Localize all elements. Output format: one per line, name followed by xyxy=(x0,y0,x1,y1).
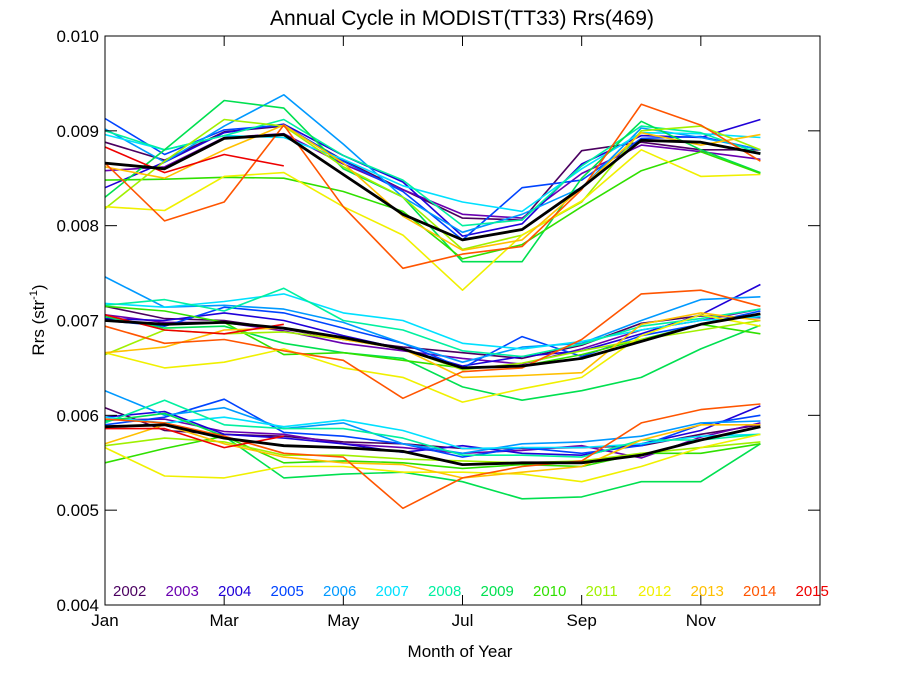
series-line-2014-band-2 xyxy=(104,289,761,400)
series-line-2013-band-3 xyxy=(104,424,761,479)
x-tick-label: Mar xyxy=(210,611,240,630)
y-axis-label-close: ) xyxy=(29,284,48,290)
series-line-2015-band-1 xyxy=(104,146,284,174)
series-line-2007-band-2 xyxy=(104,293,761,350)
y-tick-label: 0.007 xyxy=(56,312,99,331)
series-line-mean-band-1 xyxy=(104,133,761,242)
y-tick-label: 0.010 xyxy=(56,27,99,46)
legend-entry-2006: 2006 xyxy=(323,583,356,600)
series-line-2007-band-3 xyxy=(104,416,761,450)
y-axis-label: Rrs (str-1) xyxy=(28,284,48,355)
y-tick-label: 0.004 xyxy=(56,596,99,615)
y-tick-label: 0.005 xyxy=(56,501,99,520)
series-line-2008-band-1 xyxy=(104,118,761,227)
series-line-2009-band-3 xyxy=(104,412,761,500)
legend-entry-2013: 2013 xyxy=(691,583,724,600)
x-axis-label: Month of Year xyxy=(408,642,513,661)
legend-entry-2009: 2009 xyxy=(481,583,514,600)
series-line-2012-band-1 xyxy=(104,149,761,291)
legend-entry-2004: 2004 xyxy=(218,583,251,600)
x-tick-label: Nov xyxy=(686,611,717,630)
y-axis-label-main: Rrs (str xyxy=(29,300,48,356)
series-line-2009-band-2 xyxy=(104,315,761,401)
legend-entry-2014: 2014 xyxy=(743,583,776,600)
series-line-2014-band-3 xyxy=(104,403,761,510)
legend-entry-2015: 2015 xyxy=(796,583,829,600)
legend-entry-2010: 2010 xyxy=(533,583,566,600)
axis-ticks: Jan Mar May Jul Sep Nov 0.004 0.005 0.006 0.007 0.… xyxy=(56,27,820,630)
x-tick-label: May xyxy=(327,611,360,630)
series-line-2009-band-1 xyxy=(104,99,761,263)
legend-entry-2003: 2003 xyxy=(166,583,199,600)
legend-entry-2008: 2008 xyxy=(428,583,461,600)
series-line-2006-band-3 xyxy=(104,389,761,455)
series-line-2006-band-2 xyxy=(104,276,761,363)
series-line-2004-band-2 xyxy=(104,283,761,367)
series-line-2014-band-1 xyxy=(104,103,761,270)
legend: 2002 2003 2004 2005 2006 2007 2008 2009 2010 2011… xyxy=(113,583,829,600)
series-line-2013-band-1 xyxy=(104,124,761,252)
series-line-2008-band-2 xyxy=(104,287,761,358)
y-tick-label: 0.008 xyxy=(56,217,99,236)
x-tick-label: Jul xyxy=(452,611,474,630)
series-line-2008-band-3 xyxy=(104,399,761,458)
plot-lines xyxy=(104,94,761,510)
legend-entry-2005: 2005 xyxy=(271,583,304,600)
series-line-2012-band-3 xyxy=(104,433,761,483)
chart-title: Annual Cycle in MODIST(TT33) Rrs(469) xyxy=(270,7,654,30)
series-line-2005-band-1 xyxy=(104,117,761,241)
y-tick-label: 0.009 xyxy=(56,122,99,141)
x-tick-label: Sep xyxy=(567,611,597,630)
series-line-2010-band-2 xyxy=(104,305,761,369)
legend-entry-2011: 2011 xyxy=(586,583,618,600)
series-line-mean-band-2 xyxy=(104,312,761,370)
series-line-2012-band-2 xyxy=(104,314,761,403)
y-tick-label: 0.006 xyxy=(56,406,99,425)
legend-entry-2007: 2007 xyxy=(376,583,409,600)
legend-entry-2012: 2012 xyxy=(638,583,671,600)
legend-entry-2002: 2002 xyxy=(113,583,146,600)
series-line-mean-band-3 xyxy=(104,423,761,466)
series-line-2010-band-1 xyxy=(104,150,761,260)
x-tick-label: Jan xyxy=(91,611,118,630)
series-line-2011-band-1 xyxy=(104,118,761,251)
series-line-2005-band-2 xyxy=(104,306,761,369)
series-line-2003-band-1 xyxy=(104,132,761,219)
y-axis-label-sup: -1 xyxy=(28,290,40,300)
